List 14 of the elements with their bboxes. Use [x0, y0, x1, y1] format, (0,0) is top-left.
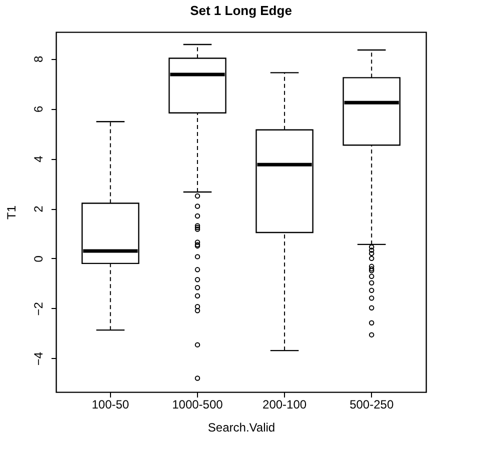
y-tick-label: −4: [32, 352, 46, 366]
x-tick-label: 500-250: [350, 398, 394, 412]
y-tick-label: 0: [32, 255, 46, 262]
y-tick-label: −2: [32, 302, 46, 316]
y-tick-label: 4: [32, 155, 46, 162]
y-axis-title: T1: [4, 205, 18, 220]
x-tick-label: 200-100: [262, 398, 307, 412]
x-tick-label: 1000-500: [172, 398, 224, 412]
x-axis-title: Search.Valid: [208, 420, 276, 434]
chart-title: Set 1 Long Edge: [190, 3, 292, 18]
x-tick-label: 100-50: [92, 398, 130, 412]
y-tick-label: 2: [32, 205, 46, 212]
y-tick-label: 6: [32, 105, 46, 112]
y-tick-label: 8: [32, 56, 46, 63]
